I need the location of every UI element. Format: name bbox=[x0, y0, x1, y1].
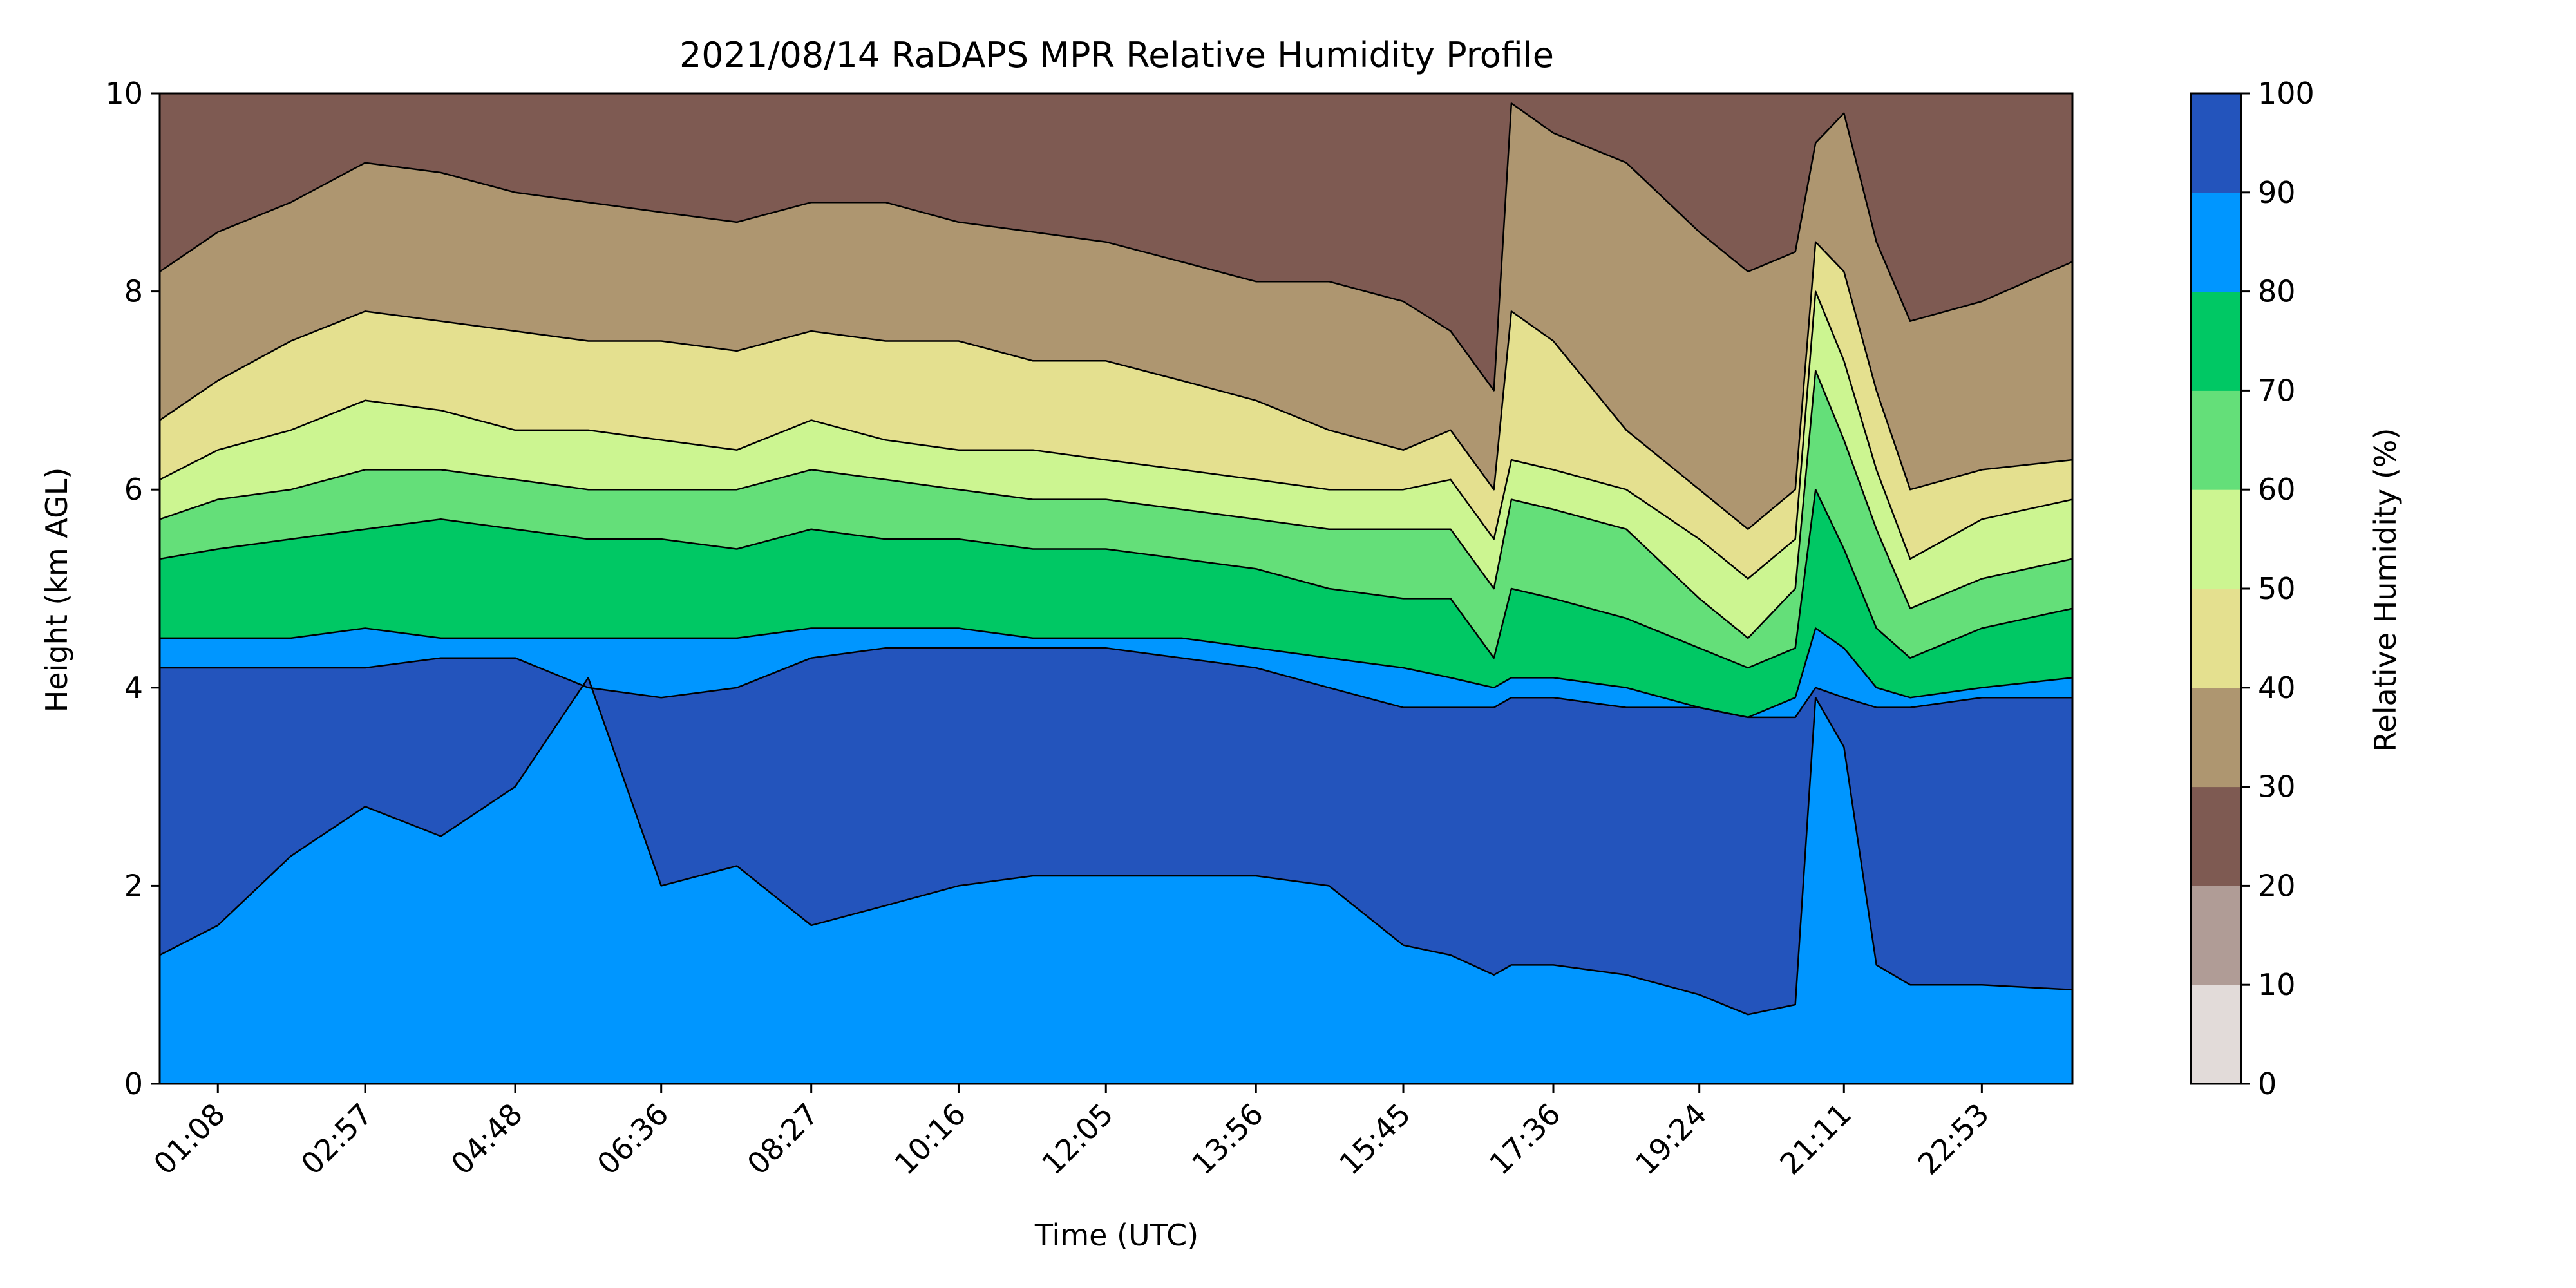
y-tick-label: 6 bbox=[124, 472, 143, 507]
x-tick-label: 06:36 bbox=[591, 1097, 676, 1182]
contour-lines bbox=[160, 102, 2072, 1016]
colorbar-segment bbox=[2191, 192, 2241, 292]
band-rh-40-50 bbox=[160, 242, 2072, 579]
band-rh-60-70 bbox=[160, 370, 2072, 668]
colorbar-tick-label: 70 bbox=[2258, 373, 2296, 408]
contour-line-rh-40 bbox=[160, 241, 2072, 530]
plot-frame bbox=[158, 92, 2074, 1085]
x-tick-label: 08:27 bbox=[741, 1097, 826, 1182]
contour-line-rh-50 bbox=[160, 290, 2072, 580]
y-tick-label: 0 bbox=[124, 1066, 143, 1101]
y-tick-label: 8 bbox=[124, 274, 143, 309]
plot-area bbox=[160, 93, 2072, 1084]
colorbar-segment bbox=[2191, 291, 2241, 391]
x-tick-label: 04:48 bbox=[444, 1097, 529, 1182]
colorbar-segment bbox=[2191, 786, 2241, 886]
y-tick-label: 2 bbox=[124, 868, 143, 903]
colorbar-label: Relative Humidity (%) bbox=[2368, 428, 2403, 752]
colorbar: 0 10 20 30 40 50 60 70 80 90 100 bbox=[2190, 76, 2315, 1101]
contour-line-rh-30 bbox=[160, 102, 2072, 392]
humidity-bands bbox=[160, 93, 2072, 1084]
x-tick-label: 21:11 bbox=[1773, 1097, 1858, 1182]
band-rh-50-60 bbox=[160, 291, 2072, 638]
x-axis-label: Time (UTC) bbox=[1034, 1218, 1198, 1253]
colorbar-segment bbox=[2191, 390, 2241, 490]
colorbar-tick-label: 30 bbox=[2258, 770, 2296, 804]
contour-line-rh-90_bottom bbox=[160, 677, 2072, 1016]
colorbar-tick-label: 50 bbox=[2258, 571, 2296, 606]
x-tick-label: 02:57 bbox=[294, 1097, 379, 1182]
contour-line-rh-60 bbox=[160, 370, 2072, 639]
colorbar-segment bbox=[2191, 687, 2241, 788]
band-rh-90-100 bbox=[160, 648, 2072, 1015]
band-rh-20-30 bbox=[160, 93, 2072, 391]
colorbar-tick-label: 80 bbox=[2258, 274, 2296, 309]
colorbar-tick-label: 60 bbox=[2258, 472, 2296, 507]
colorbar-tick-label: 10 bbox=[2258, 967, 2296, 1002]
colorbar-segment bbox=[2191, 93, 2241, 193]
x-tick-label: 22:53 bbox=[1911, 1097, 1996, 1182]
x-tick-label: 12:05 bbox=[1035, 1097, 1120, 1182]
x-tick-label: 13:56 bbox=[1185, 1097, 1270, 1182]
contour-line-rh-70 bbox=[160, 488, 2072, 669]
y-axis: 0 2 4 6 8 10 bbox=[105, 76, 160, 1101]
colorbar-tick-label: 90 bbox=[2258, 175, 2296, 210]
colorbar-segment bbox=[2191, 589, 2241, 688]
colorbar-segment bbox=[2191, 489, 2241, 589]
x-tick-label: 10:16 bbox=[887, 1097, 972, 1182]
colorbar-tick-label: 100 bbox=[2258, 76, 2315, 111]
colorbar-segment bbox=[2191, 886, 2241, 985]
contour-line-rh-90_top bbox=[160, 647, 2072, 719]
band-rh-70-80 bbox=[160, 489, 2072, 717]
colorbar-segment bbox=[2191, 985, 2241, 1084]
x-tick-label: 15:45 bbox=[1332, 1097, 1417, 1182]
y-tick-label: 4 bbox=[124, 670, 143, 705]
x-tick-label: 19:24 bbox=[1629, 1097, 1714, 1182]
chart-title: 2021/08/14 RaDAPS MPR Relative Humidity … bbox=[679, 35, 1554, 75]
colorbar-tick-label: 40 bbox=[2258, 670, 2296, 705]
contour-line-rh-80 bbox=[160, 627, 2072, 719]
colorbar-tick-label: 0 bbox=[2258, 1066, 2277, 1101]
colorbar-tick-label: 20 bbox=[2258, 868, 2296, 903]
x-tick-label: 17:36 bbox=[1482, 1097, 1567, 1182]
y-tick-label: 10 bbox=[105, 76, 143, 111]
x-axis: 01:08 02:57 04:48 06:36 08:27 10:16 12:05 13:56… bbox=[147, 1084, 1996, 1182]
x-tick-label: 01:08 bbox=[147, 1097, 232, 1182]
y-axis-label: Height (km AGL) bbox=[39, 468, 74, 713]
